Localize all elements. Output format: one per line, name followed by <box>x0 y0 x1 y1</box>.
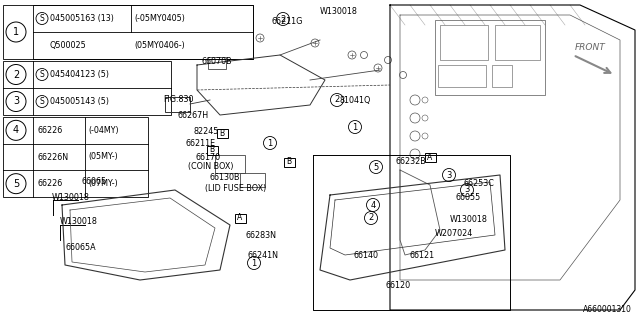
Text: 66226: 66226 <box>37 126 62 135</box>
Text: 66267H: 66267H <box>178 110 209 119</box>
Text: 66211E: 66211E <box>185 139 215 148</box>
Text: B: B <box>287 157 292 166</box>
Bar <box>3 5 253 59</box>
Text: 3: 3 <box>464 186 470 195</box>
Bar <box>33 5 253 59</box>
Text: W130018: W130018 <box>450 215 488 225</box>
Text: 045404123 (5): 045404123 (5) <box>50 70 109 79</box>
Text: A660001310: A660001310 <box>583 305 632 314</box>
Text: 66226: 66226 <box>37 179 62 188</box>
Bar <box>207 146 218 155</box>
Bar <box>424 153 435 162</box>
Text: 66170: 66170 <box>196 154 221 163</box>
Text: W130018: W130018 <box>320 7 358 17</box>
Text: A: A <box>428 153 433 162</box>
Text: 1: 1 <box>13 27 19 37</box>
Text: 66140: 66140 <box>354 251 379 260</box>
Text: 66055: 66055 <box>455 193 480 202</box>
Text: 045005143 (5): 045005143 (5) <box>50 97 109 106</box>
Text: B: B <box>209 146 214 155</box>
Bar <box>165 97 190 112</box>
Text: FRONT: FRONT <box>575 43 605 52</box>
Bar <box>240 173 265 187</box>
Text: 66232B: 66232B <box>396 157 427 166</box>
Bar <box>234 213 246 222</box>
Text: 66283N: 66283N <box>246 230 277 239</box>
Text: 81041Q: 81041Q <box>340 95 371 105</box>
Bar <box>215 155 245 173</box>
Text: 66065A: 66065A <box>65 244 95 252</box>
Text: (-05MY0405): (-05MY0405) <box>134 14 185 23</box>
Text: 045005163 (13): 045005163 (13) <box>50 14 114 23</box>
Text: W130018: W130018 <box>60 218 98 227</box>
Text: 4: 4 <box>13 125 19 135</box>
Text: 3: 3 <box>13 97 19 107</box>
Text: W130018: W130018 <box>52 193 90 202</box>
Text: 5: 5 <box>373 163 379 172</box>
Bar <box>284 157 294 166</box>
Text: S: S <box>40 14 44 23</box>
Text: 82245: 82245 <box>194 126 220 135</box>
Text: 5: 5 <box>13 179 19 189</box>
Text: B: B <box>220 129 225 138</box>
Text: (COIN BOX): (COIN BOX) <box>188 163 234 172</box>
Text: 66253C: 66253C <box>463 179 494 188</box>
Bar <box>216 129 227 138</box>
Text: 3: 3 <box>446 171 452 180</box>
Bar <box>3 117 148 197</box>
Text: S: S <box>40 97 44 106</box>
Text: 1: 1 <box>268 139 273 148</box>
Text: (07MY-): (07MY-) <box>88 179 118 188</box>
Text: 2: 2 <box>369 213 374 222</box>
Bar <box>3 61 171 115</box>
Text: 66226N: 66226N <box>37 153 68 162</box>
Text: 66065: 66065 <box>82 178 107 187</box>
Bar <box>435 20 545 95</box>
Text: 66120: 66120 <box>385 281 410 290</box>
Text: 1: 1 <box>353 123 358 132</box>
Text: (05MY-): (05MY-) <box>88 153 118 162</box>
Text: 2: 2 <box>280 14 285 23</box>
Text: 66070B: 66070B <box>202 58 232 67</box>
Bar <box>440 25 488 60</box>
Bar <box>492 65 512 87</box>
Bar <box>208 57 226 69</box>
Text: (05MY0406-): (05MY0406-) <box>134 41 185 50</box>
Text: (LID FUSE BOX): (LID FUSE BOX) <box>205 183 266 193</box>
Text: 66121: 66121 <box>410 251 435 260</box>
Text: W207024: W207024 <box>435 228 473 237</box>
Text: 2: 2 <box>334 95 340 105</box>
Text: 66211G: 66211G <box>272 18 303 27</box>
Text: 66241N: 66241N <box>248 252 279 260</box>
Text: 2: 2 <box>13 69 19 79</box>
Bar <box>438 65 486 87</box>
Text: A: A <box>237 213 243 222</box>
Text: 1: 1 <box>252 259 257 268</box>
Text: Q500025: Q500025 <box>50 41 87 50</box>
Text: S: S <box>40 70 44 79</box>
Text: 66130B: 66130B <box>210 173 241 182</box>
Text: (-04MY): (-04MY) <box>88 126 118 135</box>
Bar <box>495 25 540 60</box>
Text: 4: 4 <box>371 201 376 210</box>
Text: FIG.830: FIG.830 <box>163 95 193 105</box>
